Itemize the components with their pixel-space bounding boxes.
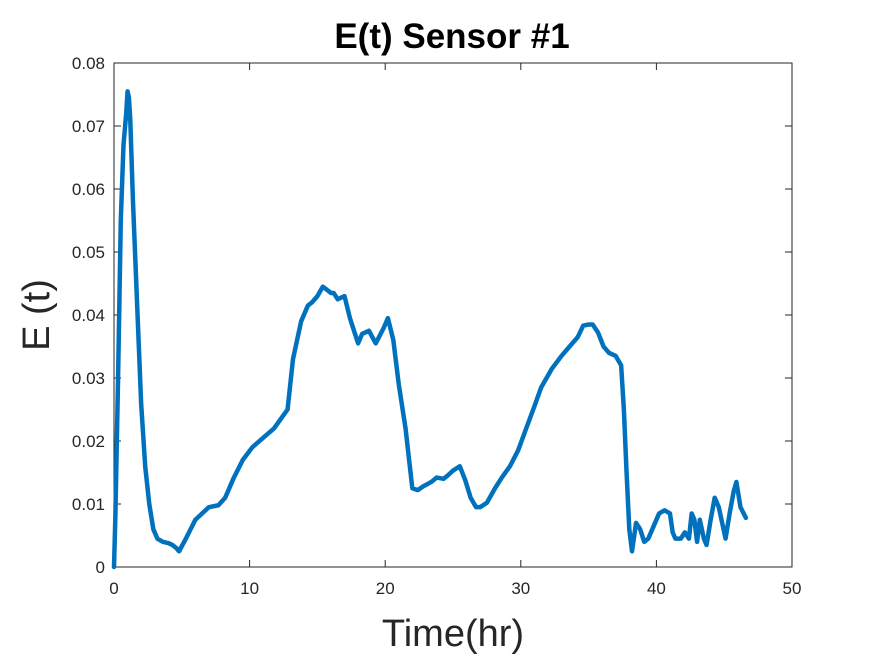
x-tick-label: 0 — [109, 579, 118, 598]
y-axis-label: E (t) — [16, 279, 58, 351]
y-tick-label: 0.05 — [72, 243, 105, 262]
y-tick-label: 0.01 — [72, 495, 105, 514]
y-tick-label: 0.06 — [72, 180, 105, 199]
x-tick-label: 20 — [376, 579, 395, 598]
y-tick-label: 0.08 — [72, 54, 105, 73]
x-tick-label: 30 — [511, 579, 530, 598]
x-tick-label: 10 — [240, 579, 259, 598]
plot-area — [113, 62, 793, 568]
x-axis-label: Time(hr) — [382, 613, 524, 655]
chart-title: E(t) Sensor #1 — [334, 17, 569, 56]
x-tick-label: 50 — [783, 579, 802, 598]
x-tick-label: 40 — [647, 579, 666, 598]
y-tick-label: 0.07 — [72, 117, 105, 136]
series-line — [111, 89, 749, 570]
y-tick-label: 0 — [96, 558, 105, 577]
plot-frame — [113, 62, 793, 568]
x-axis: 0 10 20 30 40 50 — [109, 63, 801, 598]
y-axis: 0 0.01 0.02 0.03 0.04 0.05 0.06 0.07 0.08 — [72, 54, 792, 577]
y-tick-label: 0.02 — [72, 432, 105, 451]
y-tick-label: 0.04 — [72, 306, 105, 325]
y-tick-label: 0.03 — [72, 369, 105, 388]
